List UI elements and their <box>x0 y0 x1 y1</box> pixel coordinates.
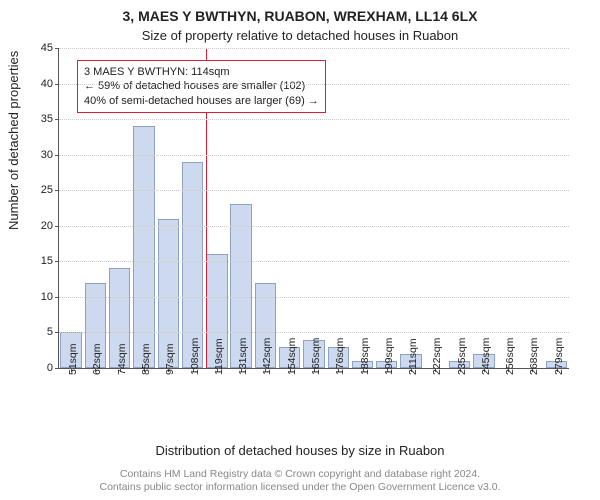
y-tick-mark <box>55 332 59 333</box>
page-subtitle: Size of property relative to detached ho… <box>0 28 600 43</box>
bar-slot: 211sqm <box>399 48 423 368</box>
x-tick-label: 268sqm <box>524 338 540 375</box>
x-tick-label: 119sqm <box>209 338 225 375</box>
bar-slot: 235sqm <box>448 48 472 368</box>
gridline <box>59 261 569 262</box>
x-tick-label: 108sqm <box>185 338 201 375</box>
bar-slot: 199sqm <box>375 48 399 368</box>
x-tick-label: 131sqm <box>233 338 249 375</box>
attribution-line-1: Contains HM Land Registry data © Crown c… <box>0 468 600 481</box>
y-tick-mark <box>55 297 59 298</box>
x-tick-label: 211sqm <box>403 338 419 375</box>
annotation-line: 3 MAES Y BWTHYN: 114sqm <box>84 65 319 79</box>
bar-slot: 245sqm <box>472 48 496 368</box>
gridline <box>59 297 569 298</box>
x-tick-label: 176sqm <box>330 338 346 375</box>
attribution: Contains HM Land Registry data © Crown c… <box>0 468 600 494</box>
y-tick-mark <box>55 48 59 49</box>
y-tick-mark <box>55 368 59 369</box>
annotation-line: 40% of semi-detached houses are larger (… <box>84 94 319 108</box>
annotation-box: 3 MAES Y BWTHYN: 114sqm← 59% of detached… <box>77 60 326 113</box>
gridline <box>59 84 569 85</box>
y-axis-label: Number of detached properties <box>6 51 21 230</box>
x-tick-label: 199sqm <box>379 338 395 375</box>
x-tick-label: 279sqm <box>549 338 565 375</box>
x-tick-label: 142sqm <box>257 338 273 375</box>
x-tick-label: 85sqm <box>136 343 152 375</box>
x-tick-label: 154sqm <box>282 338 298 375</box>
bar-slot: 279sqm <box>545 48 569 368</box>
x-axis-label: Distribution of detached houses by size … <box>0 443 600 458</box>
bar-slot: 222sqm <box>423 48 447 368</box>
attribution-line-2: Contains public sector information licen… <box>0 481 600 494</box>
gridline <box>59 190 569 191</box>
x-tick-label: 74sqm <box>112 343 128 375</box>
y-tick-mark <box>55 119 59 120</box>
gridline <box>59 226 569 227</box>
gridline <box>59 119 569 120</box>
chart-plot-area: 51sqm62sqm74sqm85sqm97sqm108sqm119sqm131… <box>58 48 569 369</box>
x-tick-label: 188sqm <box>355 338 371 375</box>
x-tick-label: 235sqm <box>452 338 468 375</box>
gridline <box>59 48 569 49</box>
y-tick-mark <box>55 155 59 156</box>
gridline <box>59 332 569 333</box>
y-tick-mark <box>55 84 59 85</box>
y-tick-mark <box>55 261 59 262</box>
bar-slot: 268sqm <box>520 48 544 368</box>
annotation-line: ← 59% of detached houses are smaller (10… <box>84 79 319 93</box>
bar-slot: 176sqm <box>326 48 350 368</box>
y-tick-mark <box>55 190 59 191</box>
x-tick-label: 165sqm <box>306 338 322 375</box>
x-tick-label: 245sqm <box>476 338 492 375</box>
x-tick-label: 222sqm <box>427 338 443 375</box>
bar-slot: 256sqm <box>496 48 520 368</box>
x-tick-label: 256sqm <box>500 338 516 375</box>
bar-slot: 188sqm <box>350 48 374 368</box>
x-tick-label: 62sqm <box>87 343 103 375</box>
x-tick-label: 97sqm <box>160 343 176 375</box>
x-tick-label: 51sqm <box>63 343 79 375</box>
page-title: 3, MAES Y BWTHYN, RUABON, WREXHAM, LL14 … <box>0 8 600 24</box>
y-tick-mark <box>55 226 59 227</box>
gridline <box>59 155 569 156</box>
